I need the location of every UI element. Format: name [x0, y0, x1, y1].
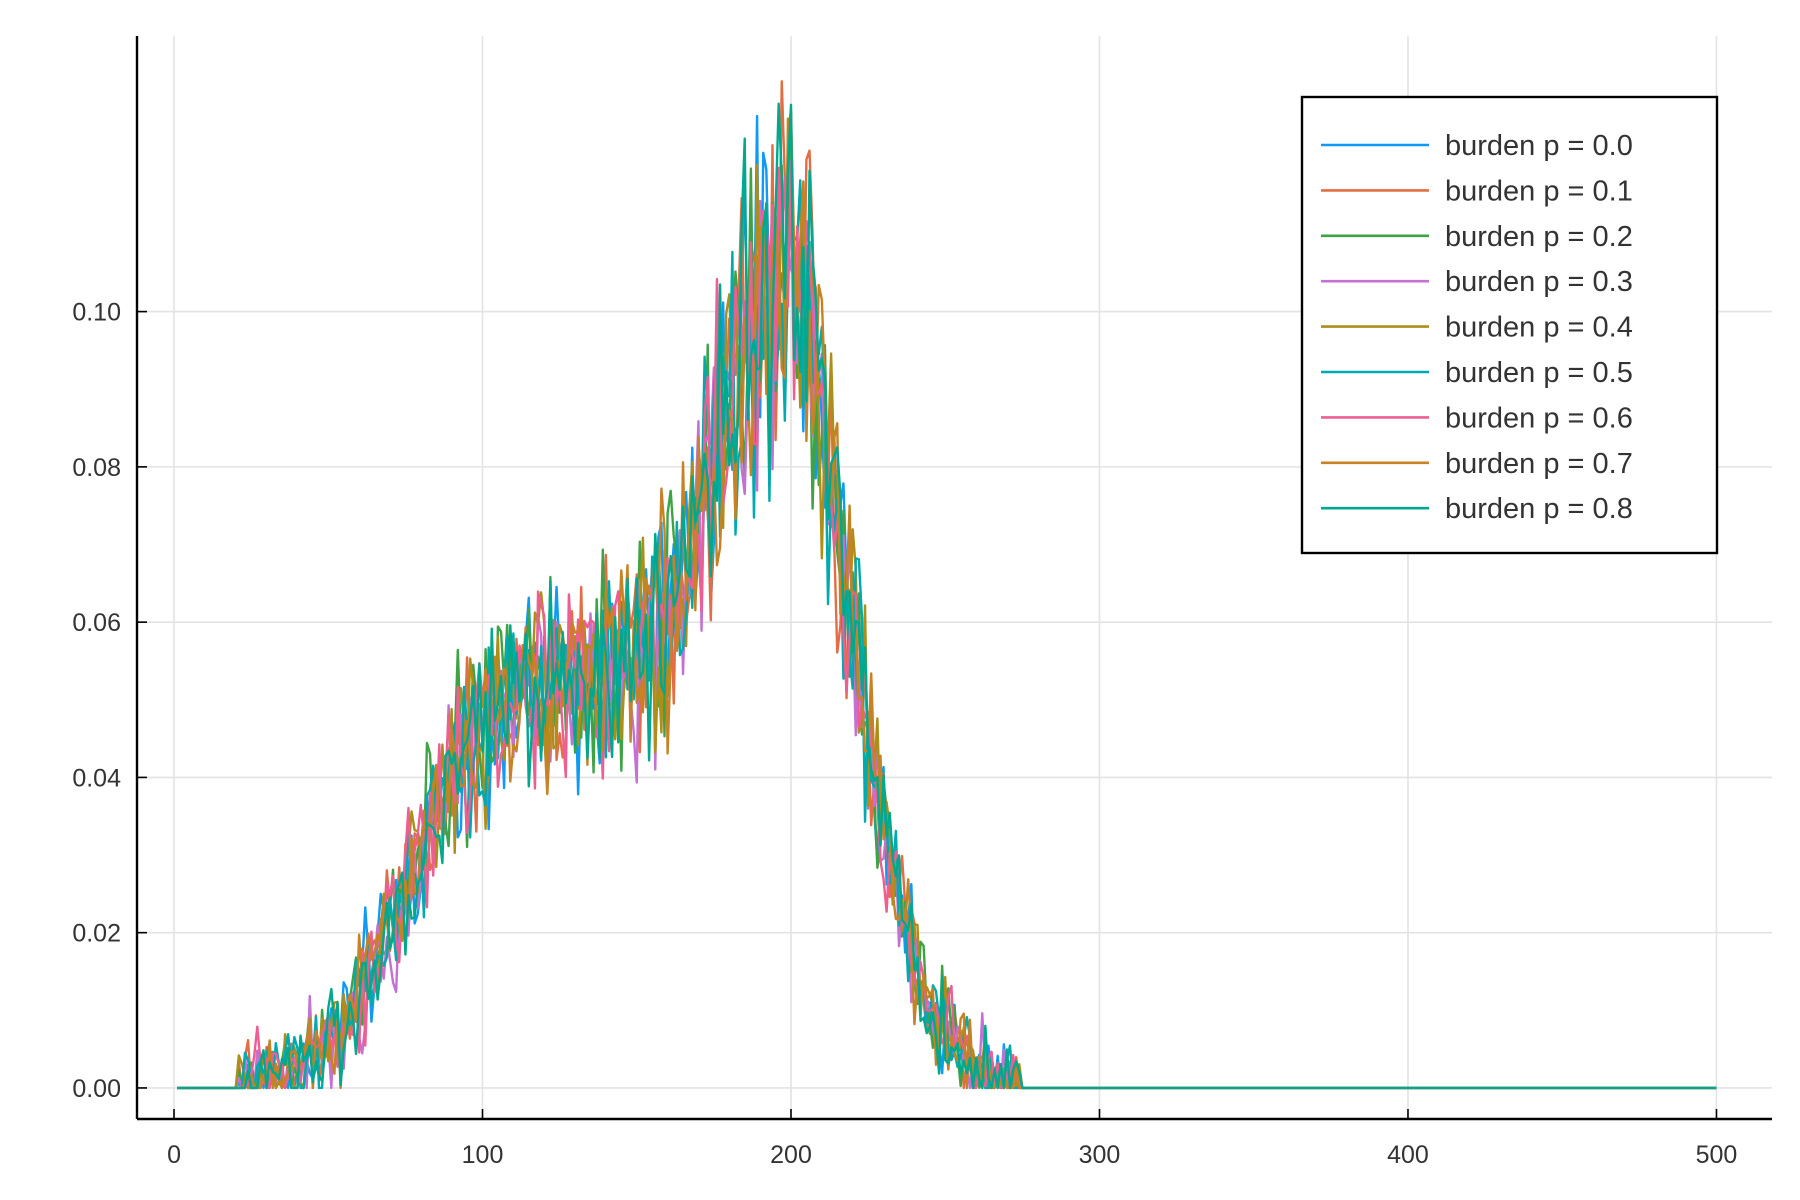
x-tick-label: 0 [167, 1141, 181, 1169]
y-tick-label: 0.02 [72, 920, 121, 948]
legend-box [1300, 95, 1719, 555]
legend-label-0: burden p = 0.0 [1445, 130, 1633, 162]
legend-label-7: burden p = 0.7 [1445, 448, 1633, 480]
y-tick-label: 0.00 [72, 1075, 121, 1103]
x-tick-label: 300 [1079, 1141, 1121, 1169]
tick-labels: 0 100 200 300 400 500 0.00 0.02 0.04 0.06 0.08 0.10 [72, 299, 1737, 1169]
legend-label-5: burden p = 0.5 [1445, 357, 1633, 389]
x-tick-label: 500 [1696, 1141, 1738, 1169]
x-tick-label: 200 [770, 1141, 812, 1169]
y-tick-label: 0.08 [72, 454, 121, 482]
legend: burden p = 0.0 burden p = 0.1 burden p = 0… [1300, 95, 1719, 555]
legend-label-2: burden p = 0.2 [1445, 221, 1633, 253]
x-tick-label: 100 [462, 1141, 504, 1169]
axes [135, 36, 1772, 1121]
y-tick-label: 0.04 [72, 764, 121, 792]
y-tick-label: 0.06 [72, 609, 121, 637]
legend-label-8: burden p = 0.8 [1445, 493, 1633, 525]
series-line-8 [177, 102, 1717, 1090]
series-lines [177, 80, 1717, 1090]
legend-label-1: burden p = 0.1 [1445, 175, 1633, 207]
x-tick-label: 400 [1387, 1141, 1429, 1169]
legend-label-3: burden p = 0.3 [1445, 266, 1633, 298]
y-tick-label: 0.10 [72, 299, 121, 327]
legend-label-4: burden p = 0.4 [1445, 312, 1633, 344]
legend-label-6: burden p = 0.6 [1445, 402, 1633, 434]
